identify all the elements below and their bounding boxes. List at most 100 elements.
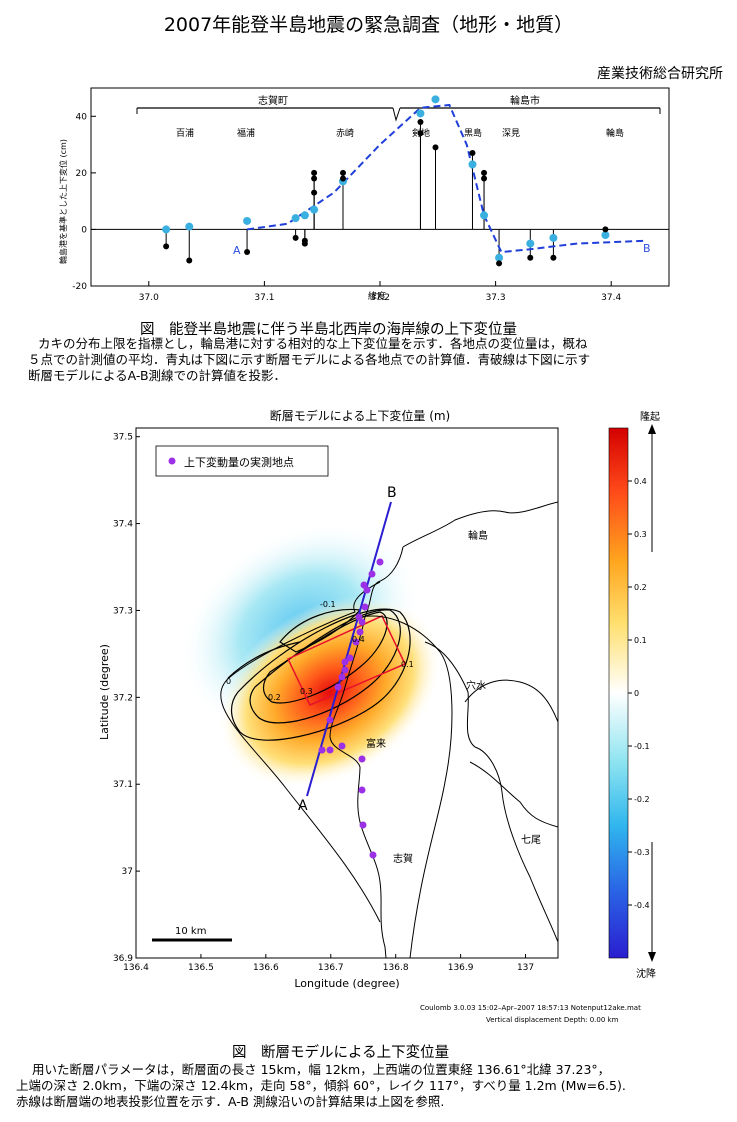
measurement-site (338, 742, 346, 750)
model-point (431, 95, 440, 104)
x-tick-label: 136.6 (253, 963, 279, 973)
place-label: 輪島 (606, 127, 624, 139)
place-label: 輪島 (468, 529, 488, 542)
model-point (243, 216, 252, 225)
contour-label: 0.2 (268, 693, 281, 702)
x-tick-label: 137 (517, 963, 534, 973)
measurement-site (326, 716, 334, 724)
measured-point (481, 169, 488, 176)
map-legend (155, 445, 329, 477)
y-tick-label: 37.3 (113, 606, 133, 616)
measurement-site (376, 558, 384, 566)
x-tick-label: 37.0 (139, 293, 159, 303)
measured-point (163, 243, 170, 250)
figure1-desc-line: 断層モデルによるA-B測線での計算値を投影． (28, 368, 287, 383)
contour-label: 0.3 (300, 687, 313, 696)
measured-point (186, 257, 193, 264)
colorbar-bottom-label: 沈降 (636, 967, 656, 980)
contour-label: 0 (226, 677, 231, 686)
measurement-site (369, 851, 377, 859)
measurement-site (346, 654, 354, 662)
measurement-site (358, 786, 366, 794)
y-axis-label: 輪島港を基準とした上下変位 (cm) (58, 139, 68, 264)
colorbar-tick-label: 0 (634, 689, 639, 698)
contour-label: -0.1 (320, 600, 336, 609)
measured-point (417, 130, 424, 137)
profile-point-a: A (233, 244, 241, 257)
colorbar-tick-label: -0.4 (634, 901, 650, 910)
measurement-site (338, 673, 346, 681)
measured-point (311, 169, 318, 176)
x-tick-label: 136.9 (448, 963, 474, 973)
model-point (162, 225, 171, 234)
map-footer: Vertical displacement Depth: 0.00 km (486, 1016, 619, 1024)
measurement-site (358, 755, 366, 763)
figure1-desc-line: カキの分布上限を指標とし，輪島港に対する相対的な上下変位量を示す．各地点の変位量… (38, 336, 588, 351)
colorbar-tick-label: 0.4 (634, 477, 647, 486)
colorbar-tick-label: -0.3 (634, 848, 650, 857)
measured-point (340, 169, 347, 176)
plot-frame (90, 87, 670, 287)
y-tick-label: 37.1 (113, 780, 133, 790)
measurement-site (355, 613, 363, 621)
figure2-caption: 図 断層モデルによる上下変位量 (232, 1045, 450, 1061)
measurement-site (341, 666, 349, 674)
measurement-site (334, 683, 342, 691)
x-axis-label: 緯度 (368, 290, 386, 302)
place-label: 深見 (502, 128, 520, 139)
y-tick-label: 37.2 (113, 693, 133, 703)
measured-point (481, 175, 488, 182)
place-label: 富来 (366, 737, 386, 750)
x-tick-label: 37.2 (370, 293, 390, 303)
model-point (480, 211, 489, 220)
contour-label: 0.1 (401, 660, 414, 669)
place-label: 黒島 (464, 127, 482, 139)
y-tick-label: 0 (81, 225, 87, 235)
measurement-site (356, 628, 364, 636)
x-tick-label: 136.8 (383, 963, 409, 973)
y-tick-label: 36.9 (113, 954, 133, 964)
measurement-site (361, 603, 369, 611)
y-tick-label: 20 (76, 169, 88, 179)
measurement-site (341, 658, 349, 666)
measured-point (292, 234, 299, 241)
model-ab-line (246, 103, 646, 254)
colorbar-tick-label: -0.1 (634, 742, 650, 751)
x-tick-label: 136.4 (123, 963, 149, 973)
figure2-desc-line: 用いた断層パラメータは，断層面の長さ 15km，幅 12km，上西端の位置東経 … (32, 1062, 611, 1077)
colorbar-top-label: 隆起 (640, 410, 660, 423)
map-point-b: B (387, 485, 397, 501)
figure2-desc-line: 上端の深さ 2.0km，下端の深さ 12.4km，走向 58°，傾斜 60°，レ… (16, 1078, 626, 1093)
model-point (549, 233, 558, 242)
map-point-a: A (298, 798, 308, 814)
place-label: 七尾 (521, 834, 541, 846)
model-point (291, 214, 300, 223)
place-label: 赤崎 (336, 127, 354, 139)
y-tick-label: 40 (76, 112, 88, 122)
x-tick-label: 136.7 (318, 963, 344, 973)
colorbar-tick-label: -0.2 (634, 795, 650, 804)
colorbar-tick-label: 0.2 (634, 583, 647, 592)
model-point (185, 222, 194, 231)
measurement-site (368, 570, 376, 578)
region-label: 輪島市 (510, 94, 540, 107)
x-tick-label: 37.1 (254, 293, 274, 303)
x-tick-label: 37.4 (601, 293, 621, 303)
figure1-desc-line: ５点での計測値の平均．青丸は下図に示す断層モデルによる各地点での計算値．青破線は… (28, 352, 591, 367)
profile-point-b: B (643, 242, 651, 255)
organization: 産業技術総合研究所 (597, 66, 723, 82)
y-tick-label: -20 (72, 282, 87, 292)
model-point (310, 205, 319, 214)
legend-label: 上下変動量の実測地点 (184, 455, 294, 469)
y-tick-label: 37.4 (113, 520, 133, 530)
model-point (300, 211, 309, 220)
x-tick-label: 37.3 (486, 293, 506, 303)
measured-point (311, 175, 318, 182)
x-tick-label: 136.5 (188, 963, 214, 973)
y-tick-label: 37 (122, 867, 133, 877)
model-point (468, 160, 477, 169)
measured-point (301, 240, 308, 247)
region-label: 志賀町 (258, 94, 288, 107)
model-point (495, 253, 504, 262)
measured-point (311, 189, 318, 196)
